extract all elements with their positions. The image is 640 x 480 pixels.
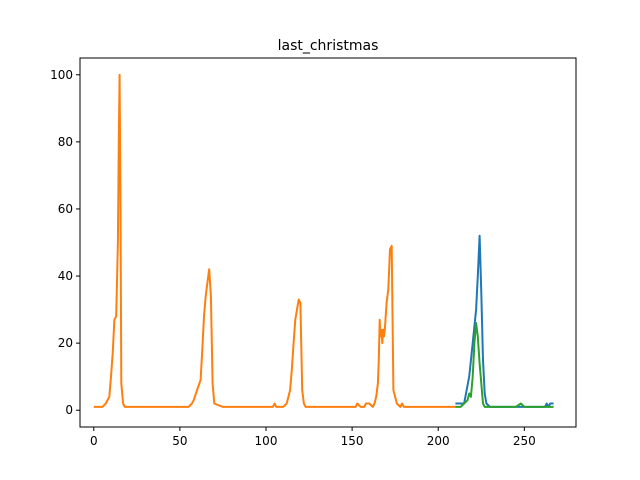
y-tick-label: 40 (58, 269, 73, 283)
title-group: last_christmas (278, 38, 379, 54)
y-tick-label: 60 (58, 202, 73, 216)
chart-title: last_christmas (278, 38, 379, 54)
y-axis: 0 20 40 60 80 100 (50, 68, 80, 417)
x-axis: 0 50 100 150 200 250 (90, 427, 536, 448)
x-tick-label: 200 (427, 434, 450, 448)
x-tick-label: 0 (90, 434, 98, 448)
y-tick-label: 100 (50, 68, 73, 82)
x-tick-label: 250 (513, 434, 536, 448)
y-tick-label: 0 (65, 403, 73, 417)
series-line-3 (455, 322, 554, 408)
x-tick-label: 100 (255, 434, 278, 448)
x-tick-label: 50 (172, 434, 187, 448)
series-group (93, 73, 554, 408)
x-tick-label: 150 (341, 434, 364, 448)
y-tick-label: 20 (58, 336, 73, 350)
series-line-2 (93, 73, 456, 408)
y-tick-label: 80 (58, 135, 73, 149)
plot-frame (79, 57, 577, 428)
series-line-1 (455, 234, 554, 408)
